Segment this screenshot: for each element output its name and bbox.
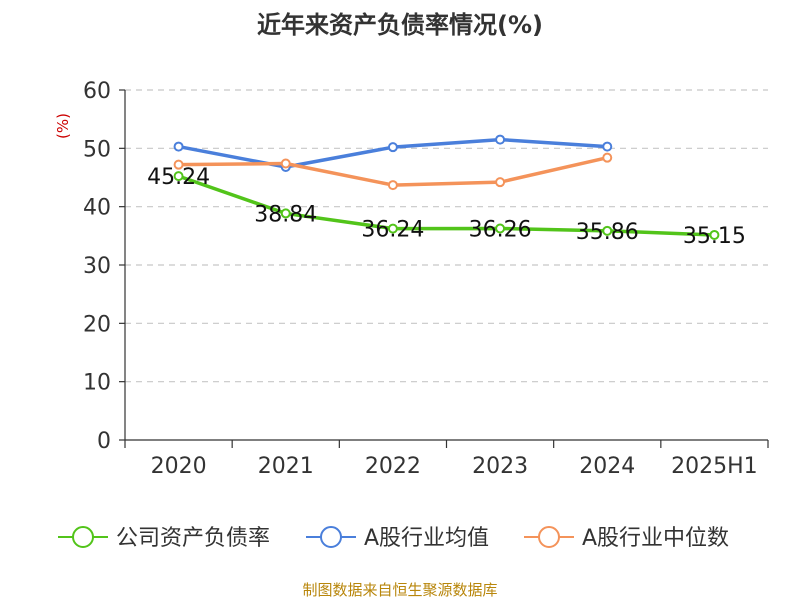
data-point [173, 159, 184, 170]
data-label: 35.86 [576, 220, 639, 245]
data-point [173, 141, 184, 152]
legend-label: A股行业中位数 [582, 526, 729, 551]
x-tick-label: 2022 [365, 454, 421, 479]
legend: 公司资产负债率 A股行业均值 A股行业中位数 [58, 526, 729, 551]
series-group [173, 134, 720, 240]
legend-marker [538, 526, 560, 548]
data-point [387, 223, 398, 234]
x-tick-label: 2024 [579, 454, 635, 479]
data-point [602, 141, 613, 152]
data-labels: 45.24 38.84 36.24 36.26 35.86 35.15 [147, 165, 746, 249]
legend-marker [320, 526, 342, 548]
y-axis-label: (%) [54, 113, 72, 139]
chart-title: 近年来资产负债率情况(%) [257, 11, 543, 39]
x-tick-label: 2021 [258, 454, 314, 479]
gridlines [125, 89, 768, 383]
source-note: 制图数据来自恒生聚源数据库 [302, 581, 497, 599]
x-tick-label: 2020 [151, 454, 207, 479]
x-tick-label: 2023 [472, 454, 528, 479]
data-point [280, 158, 291, 169]
y-tick-label: 0 [97, 429, 111, 454]
data-point [495, 177, 506, 188]
data-point [495, 223, 506, 234]
data-label: 36.26 [469, 217, 532, 242]
data-point [709, 229, 720, 240]
y-tick-label: 20 [83, 312, 111, 337]
x-axis-ticks: 2020 2021 2022 2023 2024 2025H1 [151, 454, 758, 479]
data-point [602, 225, 613, 236]
data-label: 36.24 [361, 218, 424, 243]
y-tick-label: 40 [83, 196, 111, 221]
data-point [173, 171, 184, 182]
data-label: 45.24 [147, 165, 210, 190]
data-point [280, 208, 291, 219]
y-axis-ticks: 0 10 20 30 40 50 60 [83, 79, 111, 454]
data-point [387, 180, 398, 191]
data-label: 35.15 [683, 224, 746, 249]
legend-label: A股行业均值 [364, 526, 489, 551]
legend-label: 公司资产负债率 [116, 526, 270, 551]
legend-marker [72, 526, 94, 548]
data-point [387, 142, 398, 153]
data-point [495, 134, 506, 145]
x-tick-label: 2025H1 [671, 454, 758, 479]
axes [119, 89, 769, 448]
y-tick-label: 10 [83, 371, 111, 396]
data-point [602, 152, 613, 163]
y-tick-label: 60 [83, 79, 111, 104]
y-tick-label: 30 [83, 254, 111, 279]
y-tick-label: 50 [83, 137, 111, 162]
data-label: 38.84 [254, 202, 317, 227]
series-line [178, 174, 715, 237]
